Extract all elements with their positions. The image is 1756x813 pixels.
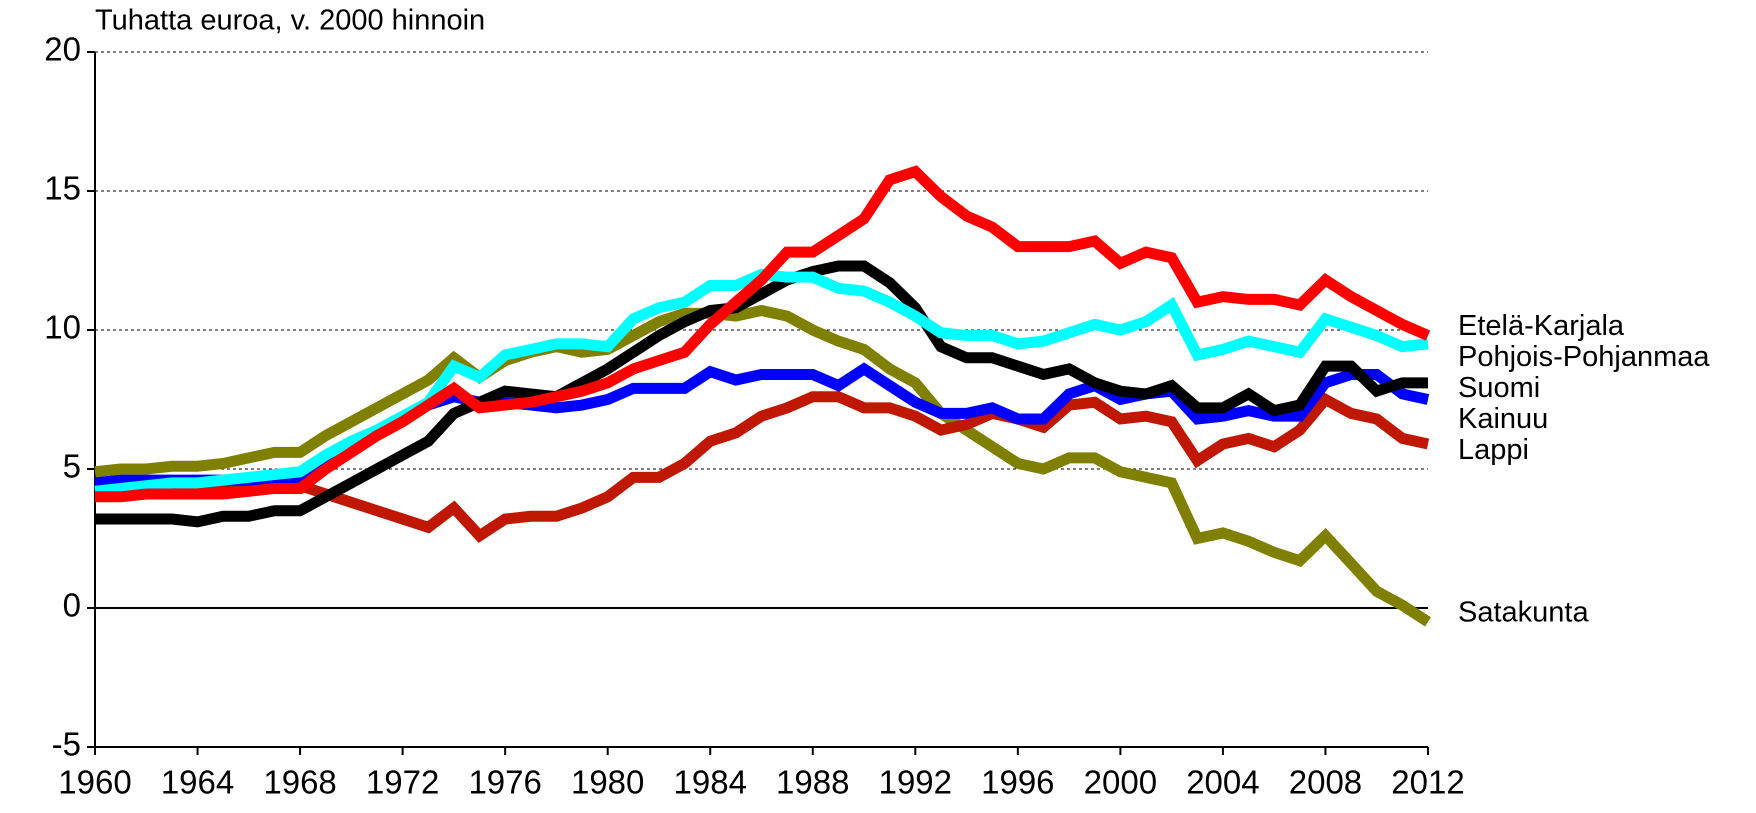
y-tick-label: 5 (63, 448, 81, 485)
series-label: Satakunta (1458, 597, 1589, 629)
x-tick-label: 1972 (366, 764, 439, 801)
x-tick-label: 1996 (981, 764, 1054, 801)
x-tick-label: 1968 (263, 764, 336, 801)
y-axis-label: Tuhatta euroa, v. 2000 hinnoin (95, 5, 485, 37)
x-tick-label: 1988 (776, 764, 849, 801)
series-label: Pohjois-Pohjanmaa (1458, 341, 1710, 373)
y-tick-label: 20 (44, 31, 81, 68)
x-tick-label: 2000 (1084, 764, 1157, 801)
series-label: Lappi (1458, 434, 1529, 466)
series-label: Suomi (1458, 372, 1540, 404)
y-tick-label: 15 (44, 170, 81, 207)
x-tick-label: 2012 (1391, 764, 1464, 801)
series-line (95, 260, 1428, 528)
series-line (95, 391, 1430, 543)
x-tick-label: 1992 (879, 764, 952, 801)
x-tick-label: 1976 (468, 764, 541, 801)
x-tick-label: 1960 (58, 764, 131, 801)
x-tick-label: 1964 (161, 764, 234, 801)
y-tick-label: 10 (44, 309, 81, 346)
series-line (94, 304, 1432, 627)
series-label: Kainuu (1458, 403, 1548, 435)
x-tick-label: 2004 (1186, 764, 1259, 801)
y-tick-label: -5 (52, 726, 81, 763)
x-tick-label: 1984 (674, 764, 747, 801)
y-tick-label: 0 (63, 587, 81, 624)
series-line (95, 165, 1431, 503)
x-tick-label: 1980 (571, 764, 644, 801)
x-tick-label: 2008 (1289, 764, 1362, 801)
series-label: Etelä-Karjala (1458, 310, 1625, 342)
series-line (94, 362, 1430, 489)
